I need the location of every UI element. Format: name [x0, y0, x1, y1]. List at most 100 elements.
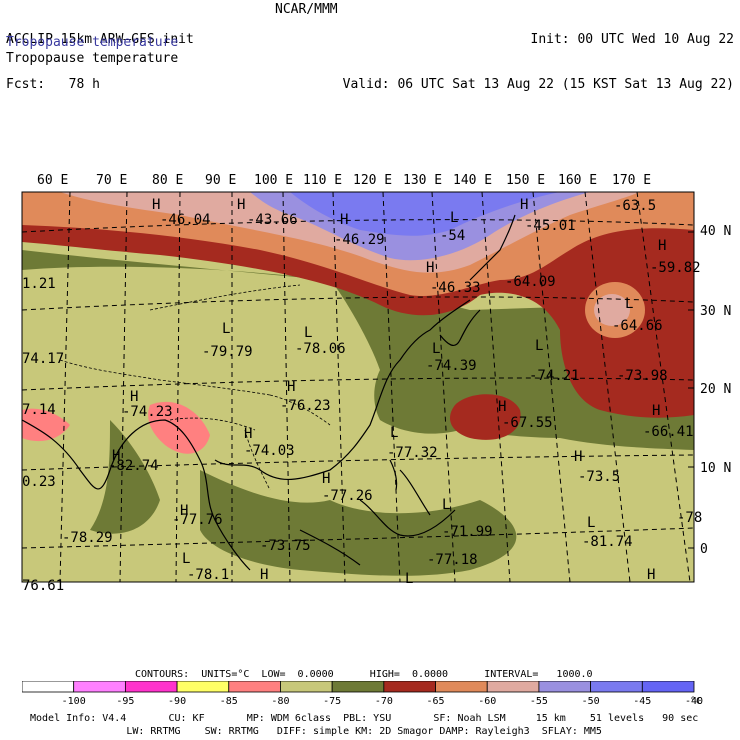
legend-swatch [486, 681, 540, 693]
temperature-value-label: 76.61 [22, 578, 64, 590]
lon-label: 100 E [254, 173, 293, 188]
temperature-value-label: -78 [677, 510, 702, 526]
temperature-value-label: -45.01 [525, 218, 576, 234]
low-marker: L [182, 551, 190, 567]
high-marker: H [180, 503, 188, 519]
lat-label: 30 N [700, 304, 731, 319]
high-marker: H [658, 238, 666, 254]
high-marker: H [322, 471, 330, 487]
legend-swatch [228, 681, 281, 693]
legend-label: -70 [375, 696, 393, 707]
field-patch-80-b [148, 401, 210, 454]
temperature-value-label: 0.23 [22, 474, 56, 490]
legend-swatch [641, 681, 695, 693]
legend-swatch [22, 681, 75, 693]
legend-label: -40 [685, 696, 703, 707]
lat-label: 40 N [700, 224, 731, 239]
high-marker: H [647, 567, 655, 583]
tropopause-map: 60 E 70 E 80 E 90 E 100 E 110 E 120 E 13… [21, 173, 731, 590]
legend-label: -100 [62, 696, 86, 707]
model-info-line1: Model Info: V4.4 CU: KF MP: WDM 6class P… [30, 713, 699, 724]
high-marker: H [130, 389, 138, 405]
init-time: Init: 00 UTC Wed 10 Aug 22 [530, 32, 735, 47]
temperature-value-label: -77.18 [427, 552, 478, 568]
temperature-value-label: -66.41 [643, 424, 694, 440]
high-marker: H [498, 399, 506, 415]
temperature-value-label: -74.03 [244, 443, 295, 459]
temperature-value-label: -79.79 [202, 344, 253, 360]
legend-unit: °C [690, 696, 702, 707]
low-marker: L [432, 341, 440, 357]
legend-swatch [538, 681, 592, 693]
legend-label: -85 [220, 696, 238, 707]
model-title: ACCLIP 15km ARW–GFS init Fcst: 78 h [6, 2, 194, 107]
lon-label: 120 E [353, 173, 392, 188]
high-marker: H [237, 197, 245, 213]
legend-label: -95 [116, 696, 134, 707]
temperature-value-label: -63.5 [614, 198, 656, 214]
temperature-value-label: -73.5 [578, 469, 620, 485]
legend-swatch [176, 681, 230, 693]
temperature-value-label: -67.55 [502, 415, 553, 431]
temperature-value-label: -64.66 [612, 318, 663, 334]
temperature-value-label: -64.09 [505, 274, 556, 290]
temperature-value-label: -81.74 [582, 534, 633, 550]
lon-label: 110 E [303, 173, 342, 188]
model-name: ACCLIP 15km ARW–GFS init [6, 32, 194, 47]
temperature-value-label: -77.76 [172, 512, 223, 528]
forecast-hour: Fcst: 78 h [6, 77, 100, 92]
temperature-value-label: -78.06 [295, 341, 346, 357]
temperature-value-label: -71.99 [442, 524, 493, 540]
field-patch-70-bay [90, 420, 160, 534]
low-marker: L [587, 515, 595, 531]
contours-info: CONTOURS: UNITS=°C LOW= 0.0000 HIGH= 0.0… [135, 669, 593, 680]
high-marker: H [287, 379, 295, 395]
lon-label: 140 E [453, 173, 492, 188]
low-marker: L [442, 497, 450, 513]
legend-label: -60 [478, 696, 496, 707]
field-patch-70-south [200, 470, 517, 576]
projection-grid [22, 192, 694, 582]
legend-label: -45 [633, 696, 651, 707]
high-marker: H [426, 260, 434, 276]
map-frame [21, 191, 695, 583]
low-marker: L [535, 338, 543, 354]
temperature-value-label: 7.14 [22, 402, 56, 418]
high-marker: H [152, 197, 160, 213]
lon-label: 170 E [612, 173, 651, 188]
model-info-line2: LW: RRTMG SW: RRTMG DIFF: simple KM: 2D … [30, 726, 602, 737]
temperature-value-label: -59.82 [650, 260, 701, 276]
lat-label: 0 [700, 542, 708, 557]
borders [59, 284, 331, 491]
temperature-value-label: -77.26 [322, 488, 373, 504]
field-blob-65 [450, 394, 521, 440]
legend-label: -55 [530, 696, 548, 707]
legend-swatch [331, 681, 385, 693]
legend-swatch [280, 681, 333, 693]
temperature-value-label: -78.29 [62, 530, 113, 546]
high-marker: H [520, 197, 528, 213]
lon-label: 90 E [205, 173, 236, 188]
high-marker: H [574, 449, 582, 465]
lon-label: 130 E [403, 173, 442, 188]
lon-label: 80 E [152, 173, 183, 188]
temperature-value-label: -82.74 [108, 458, 159, 474]
temperature-value-label: -77.32 [387, 445, 438, 461]
lat-label: 20 N [700, 382, 731, 397]
legend-label: -50 [582, 696, 600, 707]
color-legend: -100 -95 -90 -85 -80 -75 -70 -65 -60 -55 -50 -45 -40… [22, 681, 703, 707]
low-marker: L [450, 210, 458, 226]
lon-label: 70 E [96, 173, 127, 188]
lat-label: 10 N [700, 461, 731, 476]
temperature-value-label: -46.29 [334, 232, 385, 248]
legend-label: -90 [168, 696, 186, 707]
lon-label: 150 E [506, 173, 545, 188]
legend-label: -75 [323, 696, 341, 707]
low-marker: L [625, 296, 633, 312]
legend-label: -65 [427, 696, 445, 707]
valid-time: Valid: 06 UTC Sat 13 Aug 22 (15 KST Sat … [342, 77, 734, 92]
temperature-value-label: -76.23 [280, 398, 331, 414]
legend-label: -80 [271, 696, 289, 707]
low-marker: L [304, 325, 312, 341]
temperature-value-label: -73.75 [260, 538, 311, 554]
